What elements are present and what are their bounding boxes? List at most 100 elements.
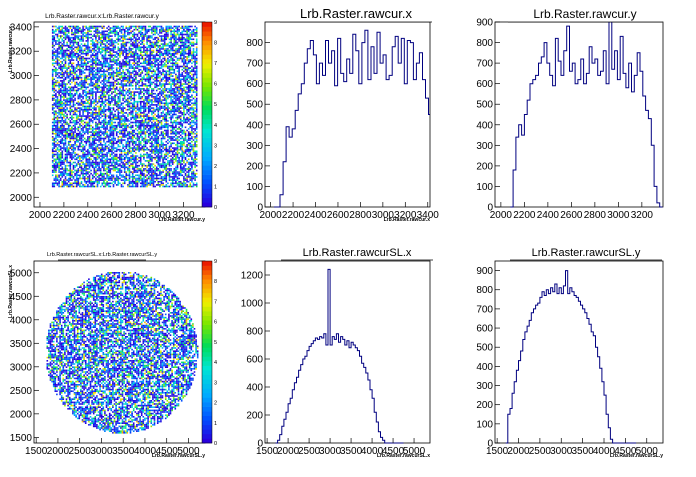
chart1-palette-band [202,41,212,46]
chart4-ytick-label: 1500 [10,433,33,444]
chart4-ytick-label: 2500 [10,386,33,397]
chart1-ytick-label: 2400 [10,144,33,155]
chart4-xtick-label: 2000 [47,446,70,457]
chart4-palette-band [202,334,212,339]
chart3-ytick-label: 900 [476,18,493,29]
chart1-palette-band [202,175,212,180]
chart3-ytick-label: 600 [476,79,493,90]
chart2-xtick-label: 2800 [349,210,372,221]
chart4-ytick-label: 3000 [10,362,33,373]
chart6-ytick-label: 800 [476,285,493,296]
chart6-ytick-label: 400 [476,362,493,373]
chart4-palette-band [202,416,212,421]
chart4-palette-band [202,402,212,407]
chart6-ytick-label: 500 [476,343,493,354]
chart4-palette-band [202,434,212,439]
chart3-xtick-label: 3000 [607,210,630,221]
chart1-palette-label: 7 [214,61,217,67]
chart1-palette-band [202,156,212,161]
chart3-xtick-label: 3200 [631,210,654,221]
chart5-ytick-label: 400 [246,383,263,394]
chart6-xtick-label: 2000 [507,446,530,457]
chart4-palette-band [202,375,212,380]
chart4-xtick-label: 3500 [112,446,135,457]
chart4-xtick-label: 1500 [25,446,48,457]
chart1-palette-band [202,54,212,59]
chart4-palette-band [202,284,212,289]
chart4-palette-band [202,261,212,266]
chart1-palette-band [202,91,212,96]
chart1-palette-band [202,133,212,138]
chart3-xtick-label: 2400 [537,210,560,221]
chart4-palette-band [202,366,212,371]
chart3-xtick-label: 2800 [584,210,607,221]
chart1-palette-band [202,147,212,152]
chart4-palette-label: 4 [214,360,217,366]
chart3-xtick-label: 2000 [490,210,513,221]
chart1-palette-label: 1 [214,184,217,190]
chart4-palette-band [202,357,212,362]
chart1-palette-band [202,78,212,83]
chart1-ytick-label: 2200 [10,168,33,179]
chart5-xtick-label: 3500 [340,446,363,457]
chart5-ytick-label: 1200 [241,271,264,282]
chart5-ytick-label: 800 [246,327,263,338]
chart4-palette-band [202,329,212,334]
chart5-ytick-label: 200 [246,411,263,422]
chart1-title: Lrb.Raster.rawcur.x:Lrb.Raster.rawcur.y [45,13,160,20]
chart6-ytick-label: 100 [476,419,493,430]
chart3-ytick-label: 200 [476,161,493,172]
chart1-palette-band [202,105,212,110]
chart1-palette-label: 5 [214,102,217,108]
chart4-palette-band [202,316,212,321]
chart4-palette-band [202,307,212,312]
chart6-xtick-label: 3500 [572,446,595,457]
chart1-palette-band [202,198,212,203]
chart4-palette-band [202,393,212,398]
chart3-frame [495,22,663,207]
chart6-ytick-label: 700 [476,304,493,315]
chart4-palette-band [202,347,212,352]
chart4-palette-band [202,388,212,393]
chart4-palette-band [202,429,212,434]
chart6-ytick-label: 0 [487,439,493,450]
chart1-palette-band [202,50,212,55]
chart1-palette-band [202,138,212,143]
chart1-palette-label: 9 [214,20,217,26]
chart5-frame [265,261,430,443]
chart1-xtick-label: 2600 [101,210,124,221]
chart1-xtick-label: 2200 [53,210,76,221]
chart4-palette-label: 9 [214,259,217,265]
chart2-ytick-label: 0 [257,203,263,214]
chart1-ytick-label: 2000 [10,193,33,204]
chart1-palette-band [202,64,212,69]
chart3-ytick-label: 500 [476,100,493,111]
chart6-xtick-label: 2500 [529,446,552,457]
chart3-ytick-label: 400 [476,120,493,131]
chart1-ytick-label: 2800 [10,95,33,106]
chart1-palette-band [202,59,212,64]
chart6-x-axis-label: Lrb.Raster.rawcurSL.y [610,453,663,459]
chart4-palette-band [202,384,212,389]
chart4-palette-band [202,275,212,280]
chart5-ytick-label: 600 [246,355,263,366]
chart6-ytick-label: 300 [476,381,493,392]
chart1-palette-band [202,36,212,41]
chart1-xtick-label: 2000 [29,210,52,221]
chart2-ytick-label: 500 [246,100,263,111]
chart6-title: Lrb.Raster.rawcurSL.y [532,247,641,259]
chart1-palette-band [202,170,212,175]
chart2-ytick-label: 400 [246,120,263,131]
chart5-x-axis-label: Lrb.Raster.rawcurSL.x [377,453,430,459]
chart5-title: Lrb.Raster.rawcurSL.x [303,247,412,259]
chart3-ytick-label: 0 [487,203,493,214]
chart4-palette-band [202,370,212,375]
chart4-palette-band [202,320,212,325]
chart4-palette-band [202,311,212,316]
chart4-palette-band [202,379,212,384]
chart2-xtick-label: 2200 [282,210,305,221]
chart1-palette-band [202,68,212,73]
chart2-xtick-label: 2600 [327,210,350,221]
